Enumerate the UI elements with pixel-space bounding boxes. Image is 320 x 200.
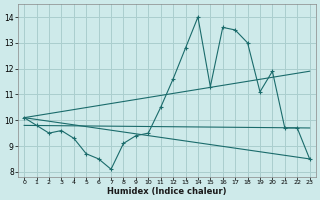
X-axis label: Humidex (Indice chaleur): Humidex (Indice chaleur) [107, 187, 227, 196]
